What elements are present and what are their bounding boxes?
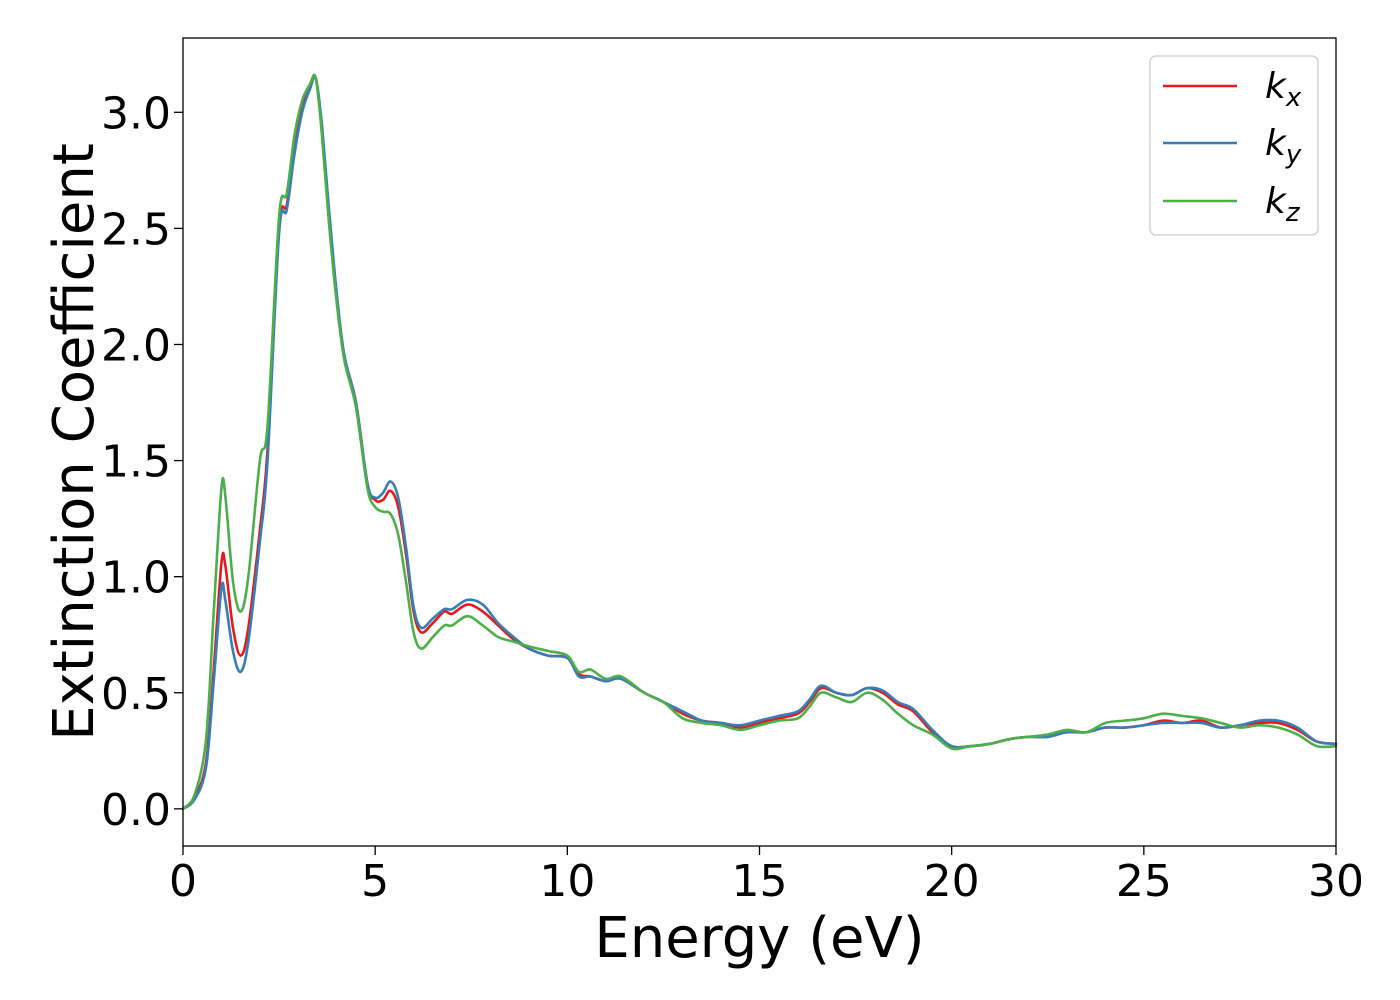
legend-label-x: kx [1265, 66, 1302, 113]
legend-label-base: k [1265, 181, 1288, 222]
y-tick-label: 2.5 [101, 204, 171, 255]
legend-label-subscript: x [1285, 83, 1302, 113]
series-line-z [181, 73, 1338, 811]
y-tick-label: 0.0 [101, 785, 171, 836]
x-tick-label: 20 [924, 856, 980, 907]
y-tick-label: 1.5 [101, 437, 171, 488]
legend-label-base: k [1265, 66, 1288, 107]
x-tick-label: 10 [539, 856, 595, 907]
legend-label-subscript: y [1285, 140, 1302, 170]
x-tick-label: 30 [1308, 856, 1364, 907]
legend-label-base: k [1265, 123, 1288, 164]
y-tick-label: 2.0 [101, 320, 171, 371]
legend-label-y: ky [1265, 123, 1302, 170]
y-tick-label: 1.0 [101, 553, 171, 604]
legend-label-subscript: z [1285, 198, 1301, 228]
x-tick-label: 25 [1116, 856, 1172, 907]
series-line-y [181, 74, 1338, 811]
legend-label-z: kz [1265, 181, 1301, 228]
x-axis-title: Energy (eV) [594, 906, 924, 971]
y-tick-label: 3.0 [101, 88, 171, 139]
x-tick-label: 5 [361, 856, 389, 907]
y-tick-label: 0.5 [101, 669, 171, 720]
x-tick-label: 0 [169, 856, 197, 907]
series-layer [181, 73, 1338, 811]
x-axis: 0 5 10 15 20 25 30 [169, 846, 1364, 907]
x-tick-label: 15 [732, 856, 788, 907]
legend-box [1149, 55, 1319, 236]
y-axis-title: Extinction Coefficient [42, 143, 107, 741]
y-axis: 0.0 0.5 1.0 1.5 2.0 2.5 3.0 [101, 88, 183, 836]
